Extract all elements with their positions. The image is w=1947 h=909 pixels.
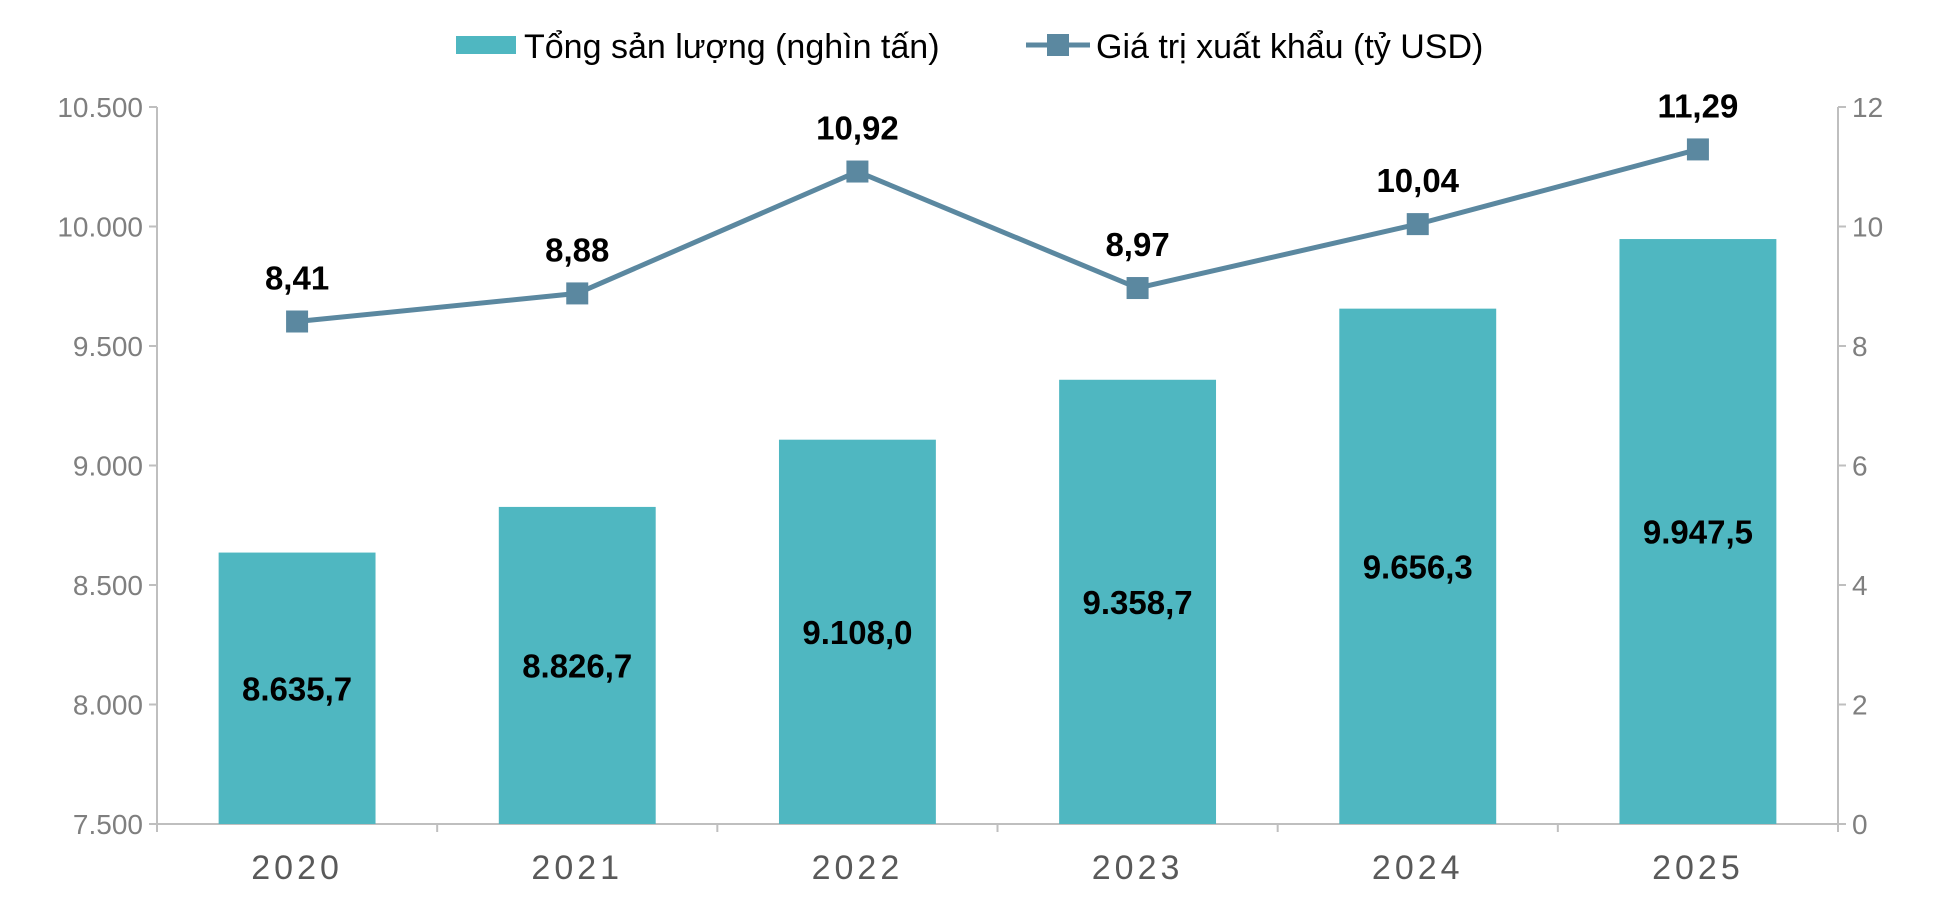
bar [778,439,936,824]
line-data-label: 8,88 [545,231,609,268]
left-tick-label: 9.500 [73,331,143,362]
right-tick-label: 2 [1852,690,1868,721]
right-tick-label: 12 [1852,92,1883,123]
legend-line-label: Giá trị xuất khẩu (tỷ USD) [1096,28,1483,66]
legend-bar-swatch [456,36,516,54]
bar-data-label: 8.635,7 [242,670,352,707]
right-tick-label: 8 [1852,331,1868,362]
line-series: 8,41 8,88 10,92 8,97 10,04 11,29 [265,87,1739,333]
right-tick-label: 4 [1852,570,1868,601]
left-tick-label: 7.500 [73,809,143,840]
x-tick-label: 2025 [1652,849,1744,887]
bar-series: 8.635,7 8.826,7 9.108,0 9.358,7 9.656,3 9.947… [218,239,1777,825]
left-tick-label: 9.000 [73,451,143,482]
legend-line-marker [1047,34,1069,56]
x-tick-label: 2022 [812,849,904,887]
bar-data-label: 9.108,0 [802,614,912,651]
legend-bar-label: Tổng sản lượng (nghìn tấn) [524,28,940,66]
line-marker [1406,213,1429,236]
x-tick-label: 2020 [251,849,343,887]
line-data-label: 8,41 [265,260,329,297]
legend: Tổng sản lượng (nghìn tấn) Giá trị xuất … [456,28,1483,66]
x-tick-label: 2021 [531,849,623,887]
bar [1339,308,1497,824]
left-tick-label: 8.000 [73,690,143,721]
left-tick-label: 10.000 [57,212,143,243]
line-data-label: 10,04 [1376,162,1459,199]
bar-data-label: 8.826,7 [522,647,632,684]
bar-data-label: 9.358,7 [1083,584,1193,621]
bar [1059,379,1217,824]
bar [1619,239,1777,825]
bar [498,506,656,824]
line-data-label: 10,92 [816,110,899,147]
right-tick-label: 0 [1852,809,1868,840]
axes: 7.500 8.000 8.500 9.000 9.500 10.000 10.500 0 2 4… [57,92,1883,887]
line-path [296,147,1699,324]
bar-data-label: 9.947,5 [1643,514,1753,551]
line-marker [1126,277,1149,300]
right-tick-label: 10 [1852,212,1883,243]
line-marker [1686,138,1709,161]
line-data-label: 8,97 [1105,226,1169,263]
line-marker [566,282,589,305]
line-marker [286,310,309,333]
left-tick-label: 8.500 [73,570,143,601]
right-tick-label: 6 [1852,451,1868,482]
left-tick-label: 10.500 [57,92,143,123]
bar-data-label: 9.656,3 [1363,548,1473,585]
line-marker [846,160,869,183]
x-tick-label: 2023 [1092,849,1184,887]
x-tick-label: 2024 [1372,849,1464,887]
bar [218,552,376,824]
line-data-label: 11,29 [1658,87,1739,124]
